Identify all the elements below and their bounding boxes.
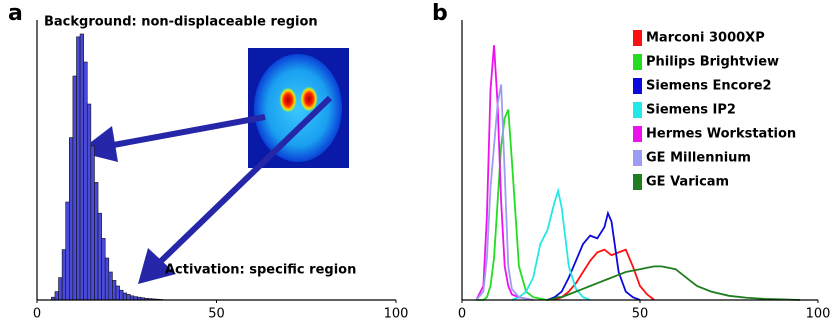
legend-swatch bbox=[633, 30, 642, 46]
legend-swatch bbox=[633, 174, 642, 190]
histogram-bar bbox=[55, 292, 59, 300]
histogram-bar bbox=[69, 138, 73, 300]
histogram-bar bbox=[102, 238, 106, 300]
legend-label: Hermes Workstation bbox=[646, 127, 796, 142]
histogram-bar bbox=[91, 146, 95, 300]
figure: a Background: non-displaceable region Acti… bbox=[0, 0, 840, 328]
legend-label: Marconi 3000XP bbox=[646, 31, 765, 46]
histogram-bar bbox=[123, 293, 127, 300]
histogram-bar bbox=[87, 104, 91, 300]
legend-label: Siemens Encore2 bbox=[646, 79, 772, 94]
histogram-bar bbox=[59, 278, 63, 300]
histogram-bar bbox=[112, 280, 116, 300]
annotation: Background: non-displaceable region bbox=[44, 15, 318, 30]
histogram-bar bbox=[120, 290, 124, 300]
histogram-bar bbox=[127, 294, 131, 300]
histogram-bar bbox=[62, 250, 66, 300]
histogram-bar bbox=[80, 34, 84, 300]
x-tick-label: 50 bbox=[208, 307, 225, 322]
histogram-bar bbox=[73, 76, 77, 300]
histogram-bar bbox=[130, 296, 134, 300]
x-tick-label: 100 bbox=[384, 307, 409, 322]
legend-swatch bbox=[633, 78, 642, 94]
panel-label: b bbox=[432, 1, 448, 26]
series-line bbox=[547, 266, 800, 300]
legend-label: Siemens IP2 bbox=[646, 103, 736, 118]
legend-swatch bbox=[633, 54, 642, 70]
legend-swatch bbox=[633, 126, 642, 142]
histogram-bar bbox=[105, 258, 109, 300]
panel-label: a bbox=[8, 1, 23, 26]
x-tick-label: 0 bbox=[33, 307, 41, 322]
histogram-bar bbox=[98, 213, 102, 300]
histogram-bar bbox=[84, 62, 88, 300]
histogram-bar bbox=[66, 202, 70, 300]
x-tick-label: 100 bbox=[806, 307, 831, 322]
legend-label: Philips Brightview bbox=[646, 55, 779, 70]
histogram-bar bbox=[94, 182, 98, 300]
legend-label: GE Varicam bbox=[646, 175, 729, 190]
legend-label: GE Millennium bbox=[646, 151, 751, 166]
x-tick-label: 50 bbox=[632, 307, 649, 322]
x-tick-label: 0 bbox=[458, 307, 466, 322]
brain-image bbox=[248, 48, 349, 168]
legend-swatch bbox=[633, 150, 642, 166]
annotation: Activation: specific region bbox=[165, 263, 356, 278]
histogram-bar bbox=[109, 272, 113, 300]
histogram-bar bbox=[76, 37, 80, 300]
legend-swatch bbox=[633, 102, 642, 118]
histogram-bar bbox=[116, 286, 120, 300]
